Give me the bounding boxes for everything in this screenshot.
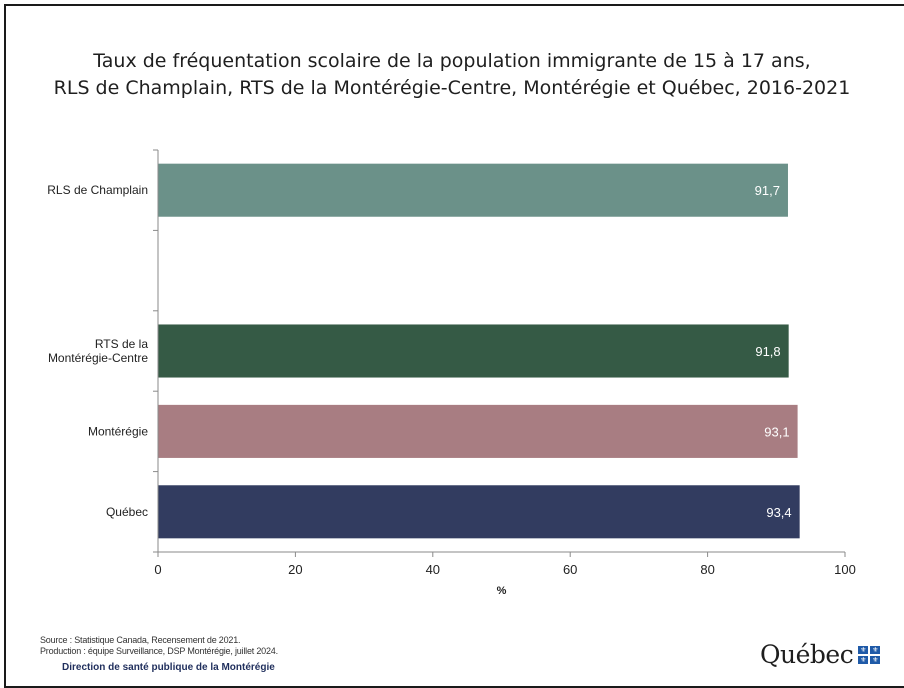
bar-value-label: 91,8: [755, 344, 780, 359]
chart-title-line-1: Taux de fréquentation scolaire de la pop…: [93, 50, 811, 72]
quebec-flag-icon: ⚜ ⚜ ⚜ ⚜: [858, 645, 881, 664]
x-tick-label: 60: [563, 562, 577, 577]
bar-value-label: 93,1: [764, 424, 789, 439]
category-label: Montérégie: [88, 424, 148, 438]
footer-organization: Direction de santé publique de la Montér…: [62, 662, 275, 673]
category-label: Québec: [106, 505, 148, 519]
quebec-logo-text: Québec: [760, 640, 854, 669]
bar: [158, 404, 798, 458]
category-label: Montérégie-Centre: [48, 351, 148, 365]
x-axis-label: %: [497, 585, 507, 597]
bar-value-label: 91,7: [755, 183, 780, 198]
chart-title: Taux de fréquentation scolaire de la pop…: [0, 48, 904, 102]
category-label: RLS de Champlain: [47, 183, 148, 197]
x-tick-label: 20: [288, 562, 302, 577]
quebec-logo: Québec ⚜ ⚜ ⚜ ⚜: [760, 640, 881, 669]
bar: [158, 163, 788, 217]
x-tick-label: 40: [426, 562, 440, 577]
x-tick-label: 0: [154, 562, 161, 577]
x-tick-label: 80: [700, 562, 714, 577]
chart-title-line-2: RLS de Champlain, RTS de la Montérégie-C…: [53, 77, 851, 99]
production-text: Production : équipe Surveillance, DSP Mo…: [40, 646, 278, 656]
category-label: RTS de la: [95, 337, 148, 351]
bar-value-label: 93,4: [766, 505, 791, 520]
bar: [158, 485, 800, 539]
x-tick-label: 100: [834, 562, 856, 577]
source-text: Source : Statistique Canada, Recensement…: [40, 635, 241, 645]
bar: [158, 324, 789, 378]
footer-source: Source : Statistique Canada, Recensement…: [40, 635, 278, 657]
